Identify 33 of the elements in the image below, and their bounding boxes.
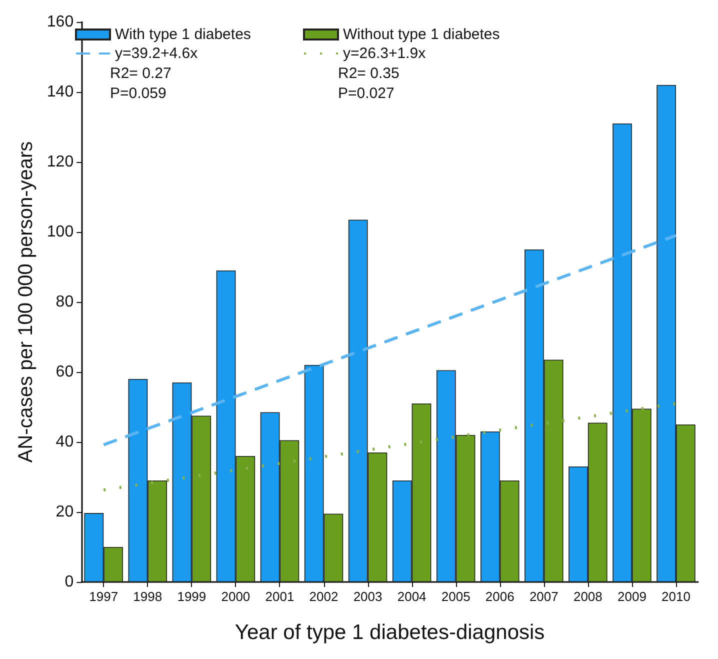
y-tick-label: 140 [46,84,74,100]
legend-label: Without type 1 diabetes [343,26,500,43]
x-tick-label: 1998 [133,589,162,604]
y-tick-label: 0 [64,574,74,590]
x-tick-label: 1999 [177,589,206,604]
x-tick-label: 2009 [617,589,646,604]
x-tick-label: 2010 [662,589,690,604]
x-tick-label: 2004 [397,589,426,604]
y-tick-label: 20 [56,504,74,520]
annotation: P=0.027 [338,85,394,102]
y-tick-label: 100 [46,224,74,240]
y-tick-label: 40 [56,434,74,450]
x-tick-label: 2001 [265,589,294,604]
x-axis-title: Year of type 1 diabetes-diagnosis [234,621,545,644]
x-tick-label: 2008 [573,589,602,604]
x-tick-label: 2006 [485,589,514,604]
x-tick-label: 2003 [353,589,382,604]
y-tick-label: 120 [46,154,74,170]
x-tick-label: 2000 [221,589,250,604]
annotation: R2= 0.27 [110,65,172,82]
legend-label: y=39.2+4.6x [115,45,198,62]
legend-label: With type 1 diabetes [115,26,251,43]
annotation: R2= 0.35 [338,65,400,82]
x-tick-label: 2002 [309,589,338,604]
y-tick-label: 160 [46,14,74,30]
y-axis-title: AN-cases per 100 000 person-years [15,141,37,463]
x-tick-label: 2005 [441,589,470,604]
y-tick-label: 80 [56,294,74,310]
y-tick-label: 60 [56,364,74,380]
x-tick-label: 2007 [529,589,558,604]
annotation: P=0.059 [110,85,166,102]
legend-label: y=26.3+1.9x [343,45,426,62]
x-tick-label: 1997 [89,589,118,604]
